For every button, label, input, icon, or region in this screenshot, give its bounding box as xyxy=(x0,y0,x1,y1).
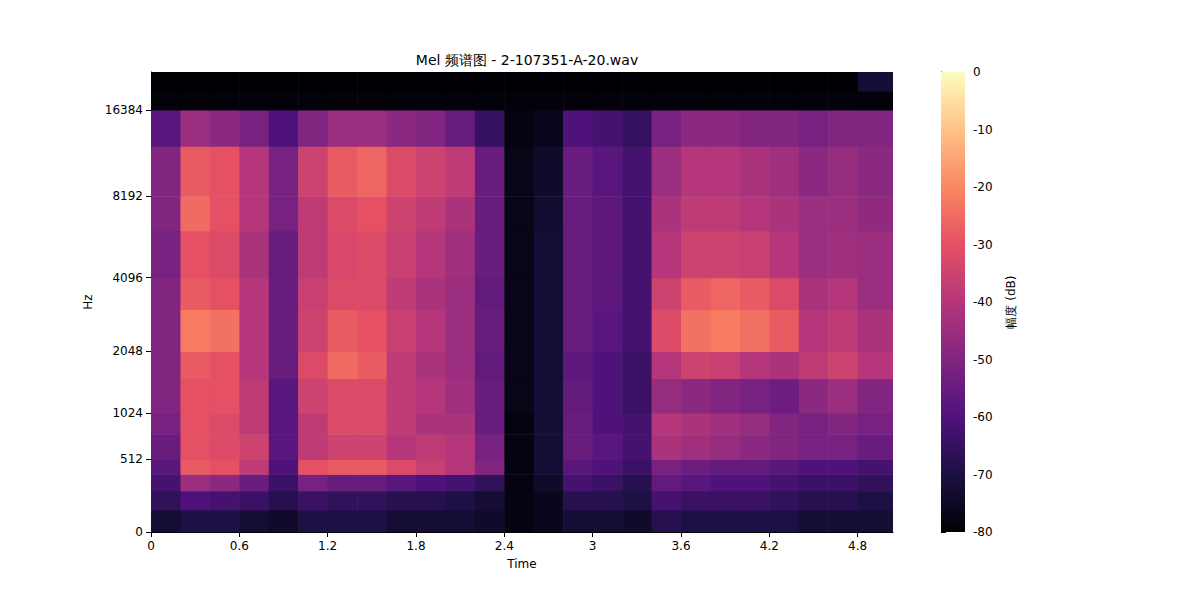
svg-text:-30: -30 xyxy=(973,238,993,252)
svg-text:-20: -20 xyxy=(973,180,993,194)
svg-text:Mel 频谱图 - 2-107351-A-20.wav: Mel 频谱图 - 2-107351-A-20.wav xyxy=(416,52,638,68)
svg-text:2048: 2048 xyxy=(112,344,143,358)
svg-text:-70: -70 xyxy=(973,468,993,482)
svg-text:4096: 4096 xyxy=(112,271,143,285)
svg-text:4.8: 4.8 xyxy=(848,539,867,553)
svg-text:8192: 8192 xyxy=(112,189,143,203)
svg-text:-80: -80 xyxy=(973,525,993,539)
svg-text:-40: -40 xyxy=(973,295,993,309)
svg-text:0.6: 0.6 xyxy=(230,539,249,553)
svg-text:1024: 1024 xyxy=(112,406,143,420)
svg-text:4.2: 4.2 xyxy=(760,539,779,553)
svg-text:1.8: 1.8 xyxy=(406,539,425,553)
svg-text:0: 0 xyxy=(147,539,155,553)
svg-text:3.6: 3.6 xyxy=(671,539,690,553)
svg-text:2.4: 2.4 xyxy=(495,539,514,553)
svg-text:0: 0 xyxy=(973,65,981,79)
svg-text:幅度 (dB): 幅度 (dB) xyxy=(1004,275,1018,328)
svg-text:Time: Time xyxy=(506,557,536,571)
svg-text:-10: -10 xyxy=(973,123,993,137)
svg-text:-50: -50 xyxy=(973,353,993,367)
svg-text:16384: 16384 xyxy=(105,103,143,117)
svg-text:0: 0 xyxy=(135,525,143,539)
svg-text:-60: -60 xyxy=(973,410,993,424)
svg-text:3: 3 xyxy=(589,539,597,553)
svg-text:1.2: 1.2 xyxy=(318,539,337,553)
svg-text:512: 512 xyxy=(120,452,143,466)
svg-text:Hz: Hz xyxy=(81,294,95,309)
